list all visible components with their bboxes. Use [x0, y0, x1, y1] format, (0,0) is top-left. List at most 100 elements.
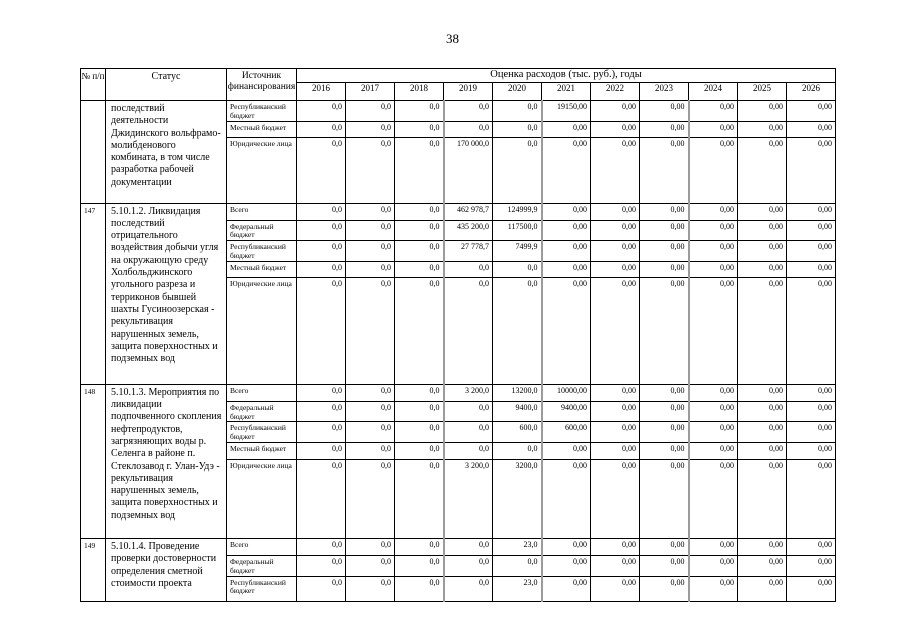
cell-2022: 0,00: [590, 219, 640, 242]
cell-2025: 0,00: [737, 554, 787, 577]
cell-2023: 0,00: [639, 554, 689, 577]
cell-2018: 0,0: [394, 554, 444, 577]
cell-2016: 0,0: [296, 276, 346, 385]
cell-2024: 0,00: [687, 421, 738, 443]
cell-2020: 124999,9: [492, 202, 542, 221]
source-cell: Федеральный бюджет: [226, 554, 297, 577]
cell-2023: 0,00: [639, 537, 689, 556]
cell-2021: 0,00: [540, 136, 591, 204]
cell-2020: 23,0: [492, 537, 542, 556]
cell-2021: 0,00: [540, 575, 591, 602]
source-cell: Юридические лица: [226, 276, 297, 385]
cell-2022: 0,00: [590, 575, 640, 602]
cell-2022: 0,00: [590, 240, 640, 262]
cell-2022: 0,00: [590, 136, 640, 204]
cell-2025: 0,00: [737, 260, 787, 278]
cell-2018: 0,0: [394, 240, 444, 262]
source-cell: Всего: [226, 537, 297, 556]
cell-2019: 170 000,0: [442, 136, 493, 204]
cell-2025: 0,00: [737, 120, 787, 138]
cell-2022: 0,00: [590, 421, 640, 443]
cell-2018: 0,0: [394, 458, 444, 539]
cell-2024: 0,00: [687, 441, 738, 460]
cell-2016: 0,0: [296, 240, 346, 262]
cell-2025: 0,00: [737, 276, 787, 385]
cell-2017: 0,0: [345, 120, 395, 138]
cell-2023: 0,00: [639, 400, 689, 423]
cell-2016: 0,0: [296, 120, 346, 138]
cell-2023: 0,00: [639, 383, 689, 402]
table-row: Федеральный бюджет 0,0 0,0 0,0 435 200,0…: [81, 219, 837, 242]
cell-2018: 0,0: [394, 136, 444, 204]
cell-2020: 0,0: [492, 136, 542, 204]
cell-2021: 0,00: [540, 441, 591, 460]
table-row: Местный бюджет 0,0 0,0 0,0 0,0 0,0 0,00 …: [81, 120, 837, 138]
cell-2024: 0,00: [687, 219, 738, 242]
cell-2016: 0,0: [296, 136, 346, 204]
cell-2022: 0,00: [590, 458, 640, 539]
cell-2016: 0,0: [296, 458, 346, 539]
source-cell: Юридические лица: [226, 458, 297, 539]
source-cell: Всего: [226, 383, 297, 402]
cell-2026: 0,00: [785, 383, 837, 402]
cell-2021: 0,00: [540, 120, 591, 138]
cell-2026: 0,00: [785, 421, 837, 443]
cell-2017: 0,0: [345, 421, 395, 443]
cell-2024: 0,00: [687, 100, 738, 122]
page-number: 38: [446, 31, 459, 46]
cell-2017: 0,0: [345, 219, 395, 242]
cell-2026: 0,00: [785, 120, 837, 138]
cell-2021: 600,00: [540, 421, 591, 443]
cell-2026: 0,00: [785, 441, 837, 460]
cell-2020: 117500,0: [492, 219, 542, 242]
cell-2018: 0,0: [394, 120, 444, 138]
header-year-2021: 2021: [541, 82, 591, 101]
cell-2024: 0,00: [687, 240, 738, 262]
status-cell: последствий деятельности Джидинского вол…: [105, 100, 227, 204]
cell-2020: 0,0: [492, 554, 542, 577]
cell-2019: 0,0: [442, 575, 493, 602]
cell-2025: 0,00: [737, 441, 787, 460]
cell-2024: 0,00: [687, 575, 738, 602]
table-row: Юридические лица 0,0 0,0 0,0 0,0 0,0 0,0…: [81, 276, 837, 385]
row-num-cell: 148: [80, 383, 106, 539]
cell-2024: 0,00: [687, 400, 738, 423]
cell-2020: 3200,0: [492, 458, 542, 539]
table-header-row-years: 2016 2017 2018 2019 2020 2021 2022 2023 …: [81, 82, 837, 101]
cell-2017: 0,0: [345, 240, 395, 262]
cell-2023: 0,00: [639, 120, 689, 138]
cell-2024: 0,00: [687, 383, 738, 402]
cell-2021: 0,00: [540, 240, 591, 262]
cell-2023: 0,00: [639, 240, 689, 262]
cell-2025: 0,00: [737, 100, 787, 122]
cell-2021: 0,00: [540, 202, 591, 221]
table-row: Республиканский бюджет 0,0 0,0 0,0 0,0 6…: [81, 421, 837, 443]
cell-2019: 0,0: [442, 276, 493, 385]
cell-2019: 0,0: [442, 421, 493, 443]
cell-2026: 0,00: [785, 260, 837, 278]
cell-2017: 0,0: [345, 276, 395, 385]
cell-2016: 0,0: [296, 441, 346, 460]
cell-2024: 0,00: [687, 537, 738, 556]
table-row: 148 5.10.1.3. Мероприятия по ликвидации …: [80, 383, 837, 539]
cell-2023: 0,00: [639, 421, 689, 443]
cell-2021: 0,00: [540, 458, 591, 539]
cell-2025: 0,00: [737, 219, 787, 242]
table-row: последствий деятельности Джидинского вол…: [80, 100, 837, 204]
cell-2019: 27 778,7: [442, 240, 493, 262]
header-year-2024: 2024: [688, 82, 738, 101]
table-row: Республиканский бюджет 0,0 0,0 0,0 0,0 2…: [81, 575, 837, 602]
table-row: 147 5.10.1.2. Ликвидация последствий отр…: [80, 202, 837, 385]
cell-2021: 10000,00: [540, 383, 591, 402]
cell-2019: 0,0: [442, 537, 493, 556]
table-row: Местный бюджет 0,0 0,0 0,0 0,0 0,0 0,00 …: [81, 441, 837, 460]
header-year-2020: 2020: [492, 82, 542, 101]
cell-2017: 0,0: [345, 537, 395, 556]
cell-2019: 0,0: [442, 554, 493, 577]
cell-2020: 13200,0: [492, 383, 542, 402]
cell-2023: 0,00: [639, 136, 689, 204]
cell-2022: 0,00: [590, 441, 640, 460]
cell-2025: 0,00: [737, 240, 787, 262]
table-row: Юридические лица 0,0 0,0 0,0 3 200,0 320…: [81, 458, 837, 539]
cell-2016: 0,0: [296, 554, 346, 577]
